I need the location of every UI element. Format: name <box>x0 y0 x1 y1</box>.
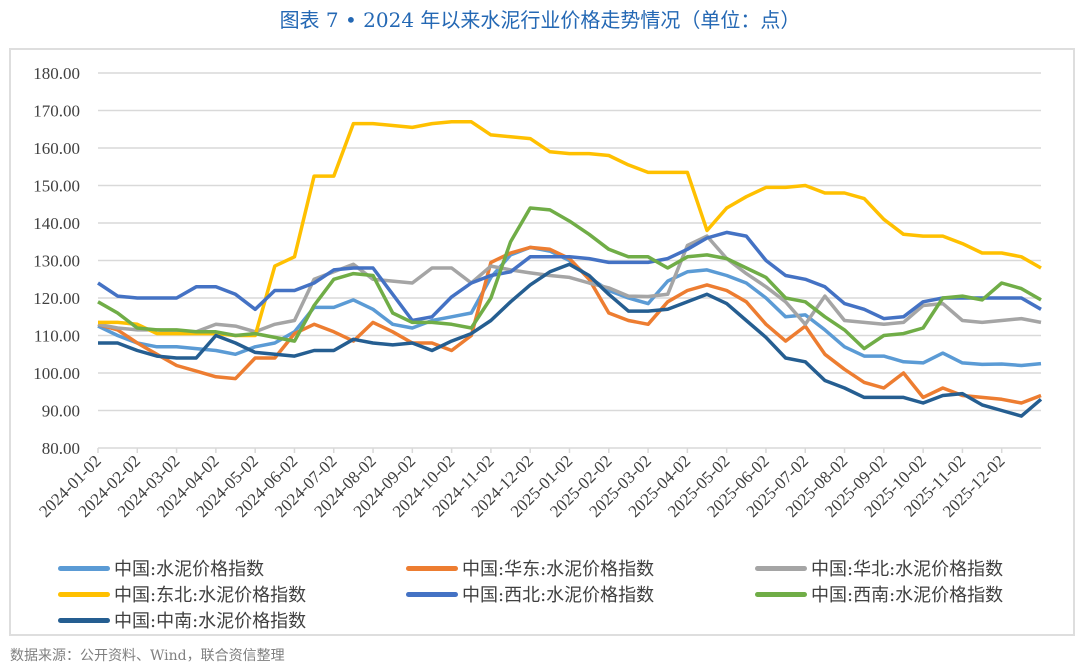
y-tick-label: 100.00 <box>33 364 80 383</box>
legend-swatch <box>406 565 458 571</box>
legend-label: 中国:西北:水泥价格指数 <box>462 585 655 606</box>
legend-swatch <box>58 591 110 597</box>
series-line-4 <box>97 230 1042 323</box>
legend-item: 中国:中南:水泥价格指数 <box>58 607 306 633</box>
series-line-1 <box>97 245 1042 405</box>
series-line-6 <box>98 262 1043 418</box>
series-line-5 <box>97 206 1042 351</box>
y-tick-label: 90.00 <box>42 402 80 421</box>
source-note: 数据来源：公开资料、Wind，联合资信整理 <box>10 648 285 664</box>
legend-label: 中国:水泥价格指数 <box>114 559 265 580</box>
y-tick-label: 130.00 <box>33 252 80 271</box>
legend-label: 中国:东北:水泥价格指数 <box>114 585 307 606</box>
chart-frame <box>9 48 1075 636</box>
series-line-3 <box>98 120 1042 338</box>
y-tick-label: 160.00 <box>33 139 80 158</box>
legend-item: 中国:华东:水泥价格指数 <box>406 555 654 581</box>
legend-swatch <box>406 591 458 597</box>
chart-title: 图表 7 • 2024 年以来水泥行业价格走势情况（单位：点） <box>279 8 801 32</box>
legend-swatch <box>58 565 110 571</box>
line-chart: 80.00 90.00 100.00 110.00 120.00 130.00 140.00… <box>33 64 1043 521</box>
y-tick-label: 110.00 <box>34 327 80 346</box>
y-tick-label: 140.00 <box>33 214 80 233</box>
y-tick-label: 150.00 <box>33 177 80 196</box>
y-tick-label: 180.00 <box>33 64 80 83</box>
legend-label: 中国:华东:水泥价格指数 <box>462 559 655 580</box>
legend-label: 中国:华北:水泥价格指数 <box>811 559 1004 580</box>
legend-swatch <box>755 591 807 597</box>
legend-label: 中国:西南:水泥价格指数 <box>811 585 1004 606</box>
legend-swatch <box>58 617 110 623</box>
legend-item: 中国:东北:水泥价格指数 <box>58 581 306 607</box>
legend-item: 中国:西北:水泥价格指数 <box>406 581 654 607</box>
legend-item: 中国:华北:水泥价格指数 <box>755 555 1003 581</box>
y-tick-label: 170.00 <box>33 102 80 121</box>
y-tick-label: 120.00 <box>33 289 80 308</box>
legend-label: 中国:中南:水泥价格指数 <box>114 611 307 632</box>
legend-item: 中国:西南:水泥价格指数 <box>755 581 1003 607</box>
legend-swatch <box>755 565 807 571</box>
y-tick-label: 80.00 <box>42 439 80 458</box>
legend-item: 中国:水泥价格指数 <box>58 555 264 581</box>
